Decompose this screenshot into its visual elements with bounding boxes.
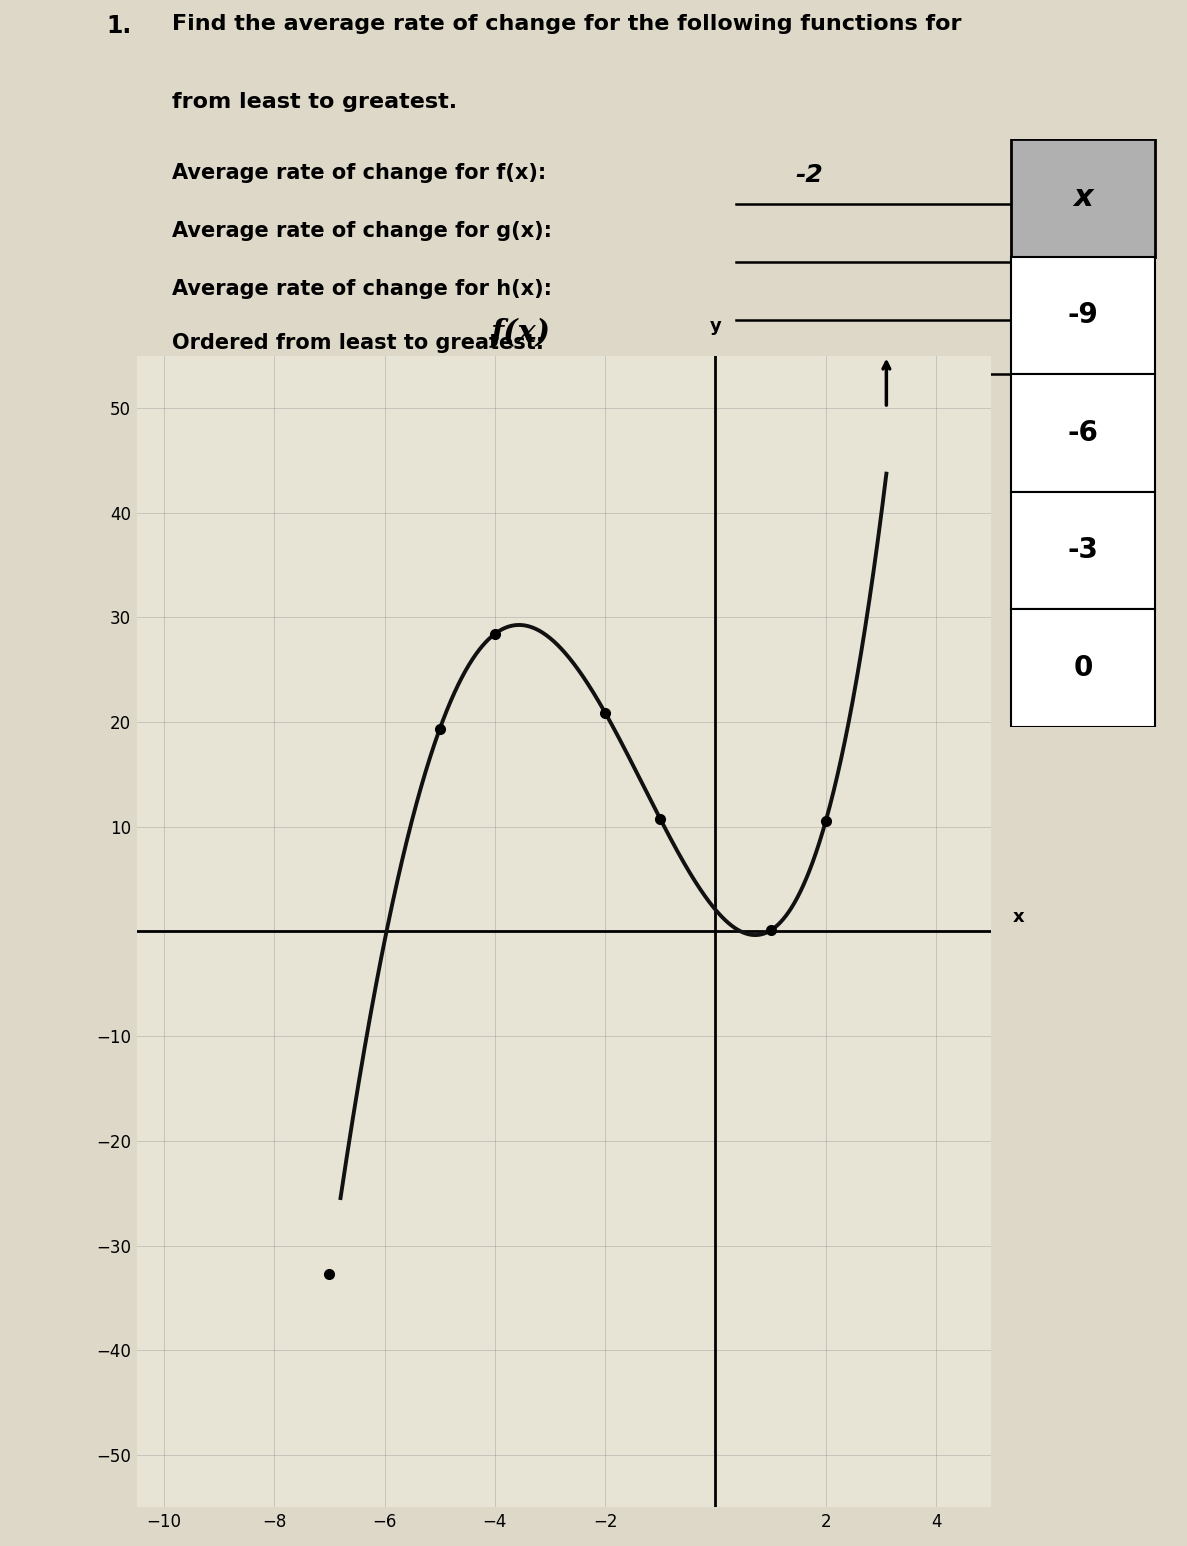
Bar xyxy=(1011,257,1155,374)
Text: Average rate of change for h(x):: Average rate of change for h(x): xyxy=(172,278,552,298)
Text: 0: 0 xyxy=(1073,654,1093,682)
Bar xyxy=(1011,139,1155,257)
Bar xyxy=(1011,492,1155,609)
Text: f(x): f(x) xyxy=(491,317,551,348)
Text: -6: -6 xyxy=(1067,419,1099,447)
Text: Find the average rate of change for the following functions for: Find the average rate of change for the … xyxy=(172,14,961,34)
Bar xyxy=(1011,609,1155,727)
Text: -2: -2 xyxy=(795,164,823,187)
Text: x: x xyxy=(1014,908,1024,926)
Text: 1.: 1. xyxy=(107,14,132,37)
Text: from least to greatest.: from least to greatest. xyxy=(172,91,457,111)
Text: Average rate of change for f(x):: Average rate of change for f(x): xyxy=(172,164,546,184)
Text: y: y xyxy=(710,317,722,334)
Text: Average rate of change for g(x):: Average rate of change for g(x): xyxy=(172,221,552,241)
Text: -3: -3 xyxy=(1067,536,1099,564)
Bar xyxy=(1011,374,1155,492)
Text: -9: -9 xyxy=(1068,301,1098,329)
Text: Ordered from least to greatest:: Ordered from least to greatest: xyxy=(172,334,545,354)
Text: x: x xyxy=(1073,184,1093,212)
